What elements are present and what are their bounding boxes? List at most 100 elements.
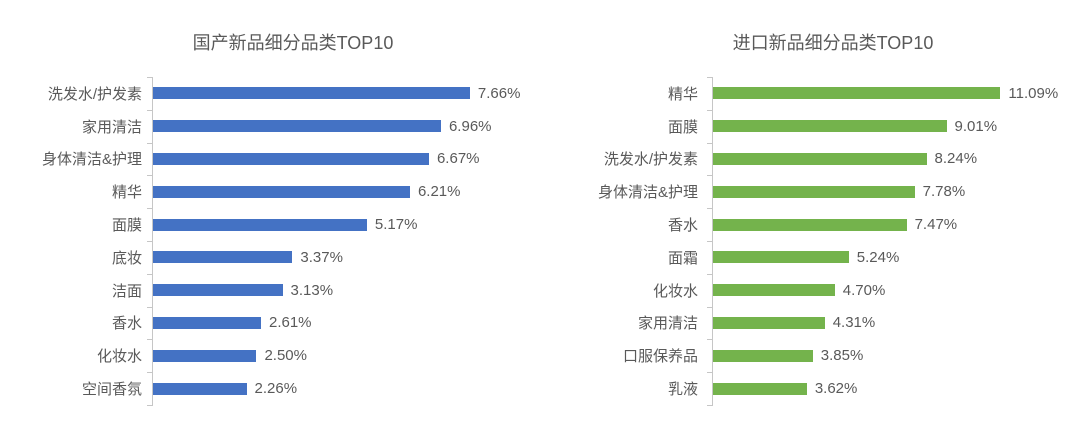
value-label: 2.26% [254, 380, 298, 398]
bar [713, 349, 813, 362]
y-axis-line [707, 77, 713, 406]
bar-track: 11.09% [712, 77, 1058, 110]
axis-tick [707, 405, 712, 406]
bar-row: 洁面 3.13% [0, 274, 540, 307]
axis-tick [707, 307, 712, 308]
axis-tick [707, 77, 712, 78]
category-label: 底妆 [111, 249, 142, 267]
bar-track: 7.78% [712, 175, 1024, 208]
bar-row: 精华 6.21% [0, 175, 540, 208]
bar [153, 87, 470, 100]
axis-tick [707, 274, 712, 275]
axis-tick [147, 241, 152, 242]
category-label: 口服保养品 [622, 348, 698, 366]
axis-tick [147, 110, 152, 111]
category-label: 化妆水 [96, 348, 142, 366]
value-label: 4.31% [832, 314, 876, 332]
value-label: 4.70% [842, 281, 886, 299]
y-axis-line [147, 77, 153, 406]
bar-track: 5.17% [152, 208, 484, 241]
bar-track: 2.26% [152, 372, 484, 405]
axis-tick [147, 339, 152, 340]
category-label: 空间香氛 [81, 381, 142, 399]
bar-row: 底妆 3.37% [0, 241, 540, 274]
value-label: 7.47% [914, 216, 958, 234]
bar-track: 3.13% [152, 274, 484, 307]
category-label: 香水 [111, 315, 142, 333]
value-label: 6.67% [436, 150, 480, 168]
bar-row: 洗发水/护发素 8.24% [540, 143, 1080, 176]
axis-tick [707, 143, 712, 144]
category-label: 洗发水/护发素 [47, 85, 142, 103]
plot-area: 精华 11.09% 面膜 9.01% 洗发水/护发素 8.24% 身体清洁&护理… [540, 77, 1080, 406]
category-label: 家用清洁 [637, 315, 698, 333]
value-label: 3.85% [820, 347, 864, 365]
category-label: 家用清洁 [81, 118, 142, 136]
category-label: 精华 [667, 85, 698, 103]
value-label: 8.24% [934, 150, 978, 168]
value-label: 6.21% [417, 183, 461, 201]
axis-tick [147, 77, 152, 78]
category-label: 身体清洁&护理 [597, 184, 698, 202]
category-label: 身体清洁&护理 [41, 151, 142, 169]
bar [153, 284, 283, 297]
bar-track: 7.47% [712, 208, 1024, 241]
bar-track: 4.31% [712, 307, 1024, 340]
bar [153, 251, 293, 264]
value-label: 3.13% [290, 281, 334, 299]
value-label: 7.78% [922, 183, 966, 201]
category-label: 洁面 [111, 282, 142, 300]
bar-row: 口服保养品 3.85% [540, 339, 1080, 372]
bar-row: 化妆水 4.70% [540, 274, 1080, 307]
category-label: 面膜 [667, 118, 698, 136]
bar-row: 空间香氛 2.26% [0, 372, 540, 405]
value-label: 3.37% [300, 248, 343, 266]
bar-row: 乳液 3.62% [540, 372, 1080, 405]
axis-tick [707, 110, 712, 111]
bar [153, 382, 247, 395]
bar [713, 120, 947, 133]
chart-title: 国产新品细分品类TOP10 [192, 33, 394, 53]
bar-row: 家用清洁 6.96% [0, 110, 540, 143]
bar-track: 4.70% [712, 274, 1024, 307]
bar-row: 身体清洁&护理 7.78% [540, 175, 1080, 208]
bar-row: 面膜 9.01% [540, 110, 1080, 143]
bar [713, 218, 907, 231]
import-chart: 进口新品细分品类TOP10 精华 11.09% 面膜 9.01% 洗发水/护发素… [540, 0, 1080, 442]
category-label: 面霜 [667, 249, 698, 267]
bar-row: 精华 11.09% [540, 77, 1080, 110]
axis-tick [147, 307, 152, 308]
axis-tick [707, 208, 712, 209]
category-label: 面膜 [111, 217, 142, 235]
value-label: 6.96% [448, 117, 492, 135]
bar-track: 7.66% [152, 77, 520, 110]
chart-title: 进口新品细分品类TOP10 [732, 33, 934, 53]
bar-row: 面膜 5.17% [0, 208, 540, 241]
axis-tick [147, 208, 152, 209]
axis-tick [147, 372, 152, 373]
value-label: 11.09% [1008, 84, 1059, 102]
value-label: 5.24% [856, 248, 900, 266]
bar-track: 6.21% [152, 175, 484, 208]
bar-track: 5.24% [712, 241, 1024, 274]
axis-tick [707, 175, 712, 176]
bar [153, 218, 367, 231]
bar-row: 身体清洁&护理 6.67% [0, 143, 540, 176]
category-label: 化妆水 [652, 282, 698, 300]
bar-track: 2.61% [152, 307, 484, 340]
value-label: 2.61% [268, 314, 312, 332]
bar-track: 8.24% [712, 143, 1024, 176]
axis-tick [707, 372, 712, 373]
bar [153, 152, 429, 165]
bar [713, 284, 835, 297]
axis-tick [147, 143, 152, 144]
axis-tick [707, 241, 712, 242]
bar-row: 化妆水 2.50% [0, 339, 540, 372]
bar-row: 洗发水/护发素 7.66% [0, 77, 540, 110]
category-label: 精华 [111, 184, 142, 202]
category-label: 香水 [667, 217, 698, 235]
value-label: 9.01% [954, 117, 998, 135]
domestic-chart: 国产新品细分品类TOP10 洗发水/护发素 7.66% 家用清洁 6.96% 身… [0, 33, 540, 406]
bar [153, 349, 257, 362]
